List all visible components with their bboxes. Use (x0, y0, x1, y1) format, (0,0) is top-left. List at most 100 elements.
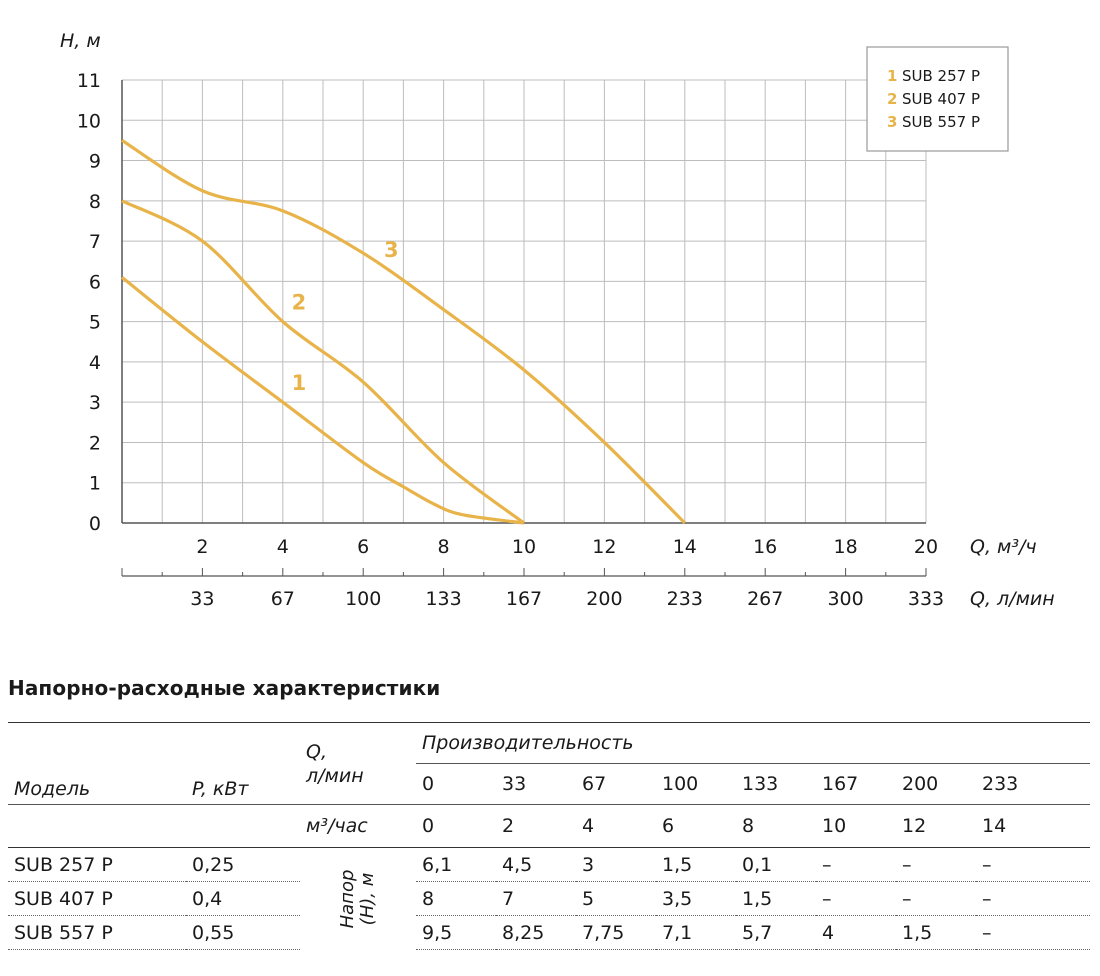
value-cell: 7,75 (576, 915, 656, 950)
y-tick-label: 7 (89, 231, 101, 253)
x-tick-label-m3h: 14 (673, 536, 697, 558)
x-tick-label-m3h: 10 (512, 536, 536, 558)
m3-value: 14 (976, 804, 1091, 848)
x-tick-label-m3h: 6 (357, 536, 369, 558)
q-header: Q, л/мин (300, 722, 416, 805)
power-cell: 0,25 (186, 847, 300, 882)
model-cell: SUB 557 P (8, 915, 186, 950)
value-cell: 1,5 (896, 915, 976, 950)
x-tick-label-lmin: 133 (425, 588, 461, 610)
model-cell: SUB 257 P (8, 847, 186, 882)
x-tick-label-lmin: 267 (747, 588, 783, 610)
x-tick-label-lmin: 167 (506, 588, 542, 610)
curve-3 (121, 139, 686, 525)
x-axis-label-lmin: Q, л/мин (970, 588, 1055, 610)
value-cell: 8,25 (496, 915, 576, 950)
curve-label-3: 3 (384, 238, 399, 262)
m3-value: 12 (896, 804, 976, 848)
value-cell: 3 (576, 847, 656, 882)
lmin-value: 167 (822, 773, 859, 795)
value-cell: 4,5 (496, 847, 576, 882)
legend-label-2: SUB 407 P (902, 90, 980, 108)
y-tick-label: 11 (77, 70, 101, 92)
legend-number-2: 2 (887, 90, 897, 108)
y-tick-label: 3 (89, 392, 101, 414)
x-tick-label-m3h: 2 (196, 536, 208, 558)
curve-label-1: 1 (292, 371, 307, 395)
m3-row: м³/час 0 2 4 6 8 10 12 14 (8, 804, 1091, 848)
value-cell: 3,5 (656, 881, 736, 916)
power-cell: 0,55 (186, 915, 300, 950)
y-tick-label: 8 (89, 191, 101, 213)
y-tick-label: 6 (89, 271, 101, 293)
power-cell: 0,4 (186, 881, 300, 916)
chart-grid (122, 79, 927, 523)
m3-value: 2 (496, 804, 576, 848)
x-tick-label-m3h: 16 (753, 536, 777, 558)
x-tick-label-m3h: 18 (834, 536, 858, 558)
x-tick-label-m3h: 4 (277, 536, 289, 558)
value-cell: 8 (416, 881, 496, 916)
value-cell: – (816, 847, 896, 882)
x-tick-label-lmin: 200 (586, 588, 622, 610)
y-tick-label: 4 (89, 352, 101, 374)
value-cell: – (976, 881, 1091, 916)
value-cell: 7,1 (656, 915, 736, 950)
x-tick-label-m3h: 8 (438, 536, 450, 558)
legend-label-1: SUB 257 P (902, 67, 980, 85)
x-tick-label-m3h: 12 (592, 536, 616, 558)
y-tick-label: 2 (89, 432, 101, 454)
x-tick-label-lmin: 100 (345, 588, 381, 610)
model-cell: SUB 407 P (8, 881, 186, 916)
productivity-header: Производительность (416, 722, 1091, 764)
y-axis-label: H, м (60, 30, 101, 52)
value-cell: 6,1 (416, 847, 496, 882)
value-cell: 4 (816, 915, 896, 950)
lmin-value: 100 (662, 773, 699, 795)
value-cell: – (896, 847, 976, 882)
value-cell: 1,5 (656, 847, 736, 882)
x-tick-label-lmin: 300 (827, 588, 863, 610)
value-cell: 7 (496, 881, 576, 916)
lmin-row: 0 33 67 100 133 167 200 233 (8, 764, 1090, 805)
m3-value: 0 (416, 804, 496, 848)
head-label: Напор (Н), м (337, 869, 378, 929)
lmin-value: 133 (742, 773, 779, 795)
legend-box (866, 46, 1009, 152)
value-cell: – (896, 881, 976, 916)
curve-label-2: 2 (292, 291, 307, 315)
curve-1 (120, 276, 525, 525)
chart-curves: 1 2 3 (120, 139, 686, 525)
table-row: SUB 407 P 0,4 8 7 5 3,5 1,5– – – (8, 881, 1091, 916)
y-tick-label: 9 (89, 151, 101, 173)
value-cell: 1,5 (736, 881, 816, 916)
chart-legend: 1 SUB 257 P 2 SUB 407 P 3 SUB 557 P (866, 46, 1009, 152)
legend-label-3: SUB 557 P (902, 113, 980, 131)
legend-number-1: 1 (887, 67, 897, 85)
value-cell: 0,1 (736, 847, 816, 882)
curve-2 (121, 199, 525, 525)
x-tick-label-lmin: 233 (667, 588, 703, 610)
value-cell: – (816, 881, 896, 916)
x-axis-label-m3h: Q, м³/ч (970, 536, 1037, 558)
y-tick-label: 10 (77, 110, 101, 132)
table-row: SUB 257 P 0,25 Напор (Н), м 6,1 4,5 3 1,5 0,1– –… (8, 847, 1091, 928)
value-cell: – (976, 915, 1091, 950)
lmin-value: 0 (422, 773, 435, 795)
x-tick-label-lmin: 333 (908, 588, 944, 610)
x-tick-label-lmin: 67 (271, 588, 295, 610)
value-cell: 5 (576, 881, 656, 916)
m3-value: 6 (656, 804, 736, 848)
performance-table: Модель P, кВт Q, л/мин Производительность… (8, 722, 1091, 950)
table-row: SUB 557 P 0,55 9,5 8,25 7,75 7,1 5,7 4 1,5– (8, 915, 1091, 950)
table-title: Напорно-расходные характеристики (8, 676, 441, 700)
lmin-value: 200 (902, 773, 939, 795)
table-body: SUB 257 P 0,25 Напор (Н), м 6,1 4,5 3 1,5 0,1– –… (8, 847, 1091, 950)
value-cell: – (976, 847, 1091, 882)
value-cell: 5,7 (736, 915, 816, 950)
m3-header: м³/час (300, 804, 416, 848)
y-tick-label: 5 (89, 312, 101, 334)
y-tick-label: 1 (89, 473, 101, 495)
